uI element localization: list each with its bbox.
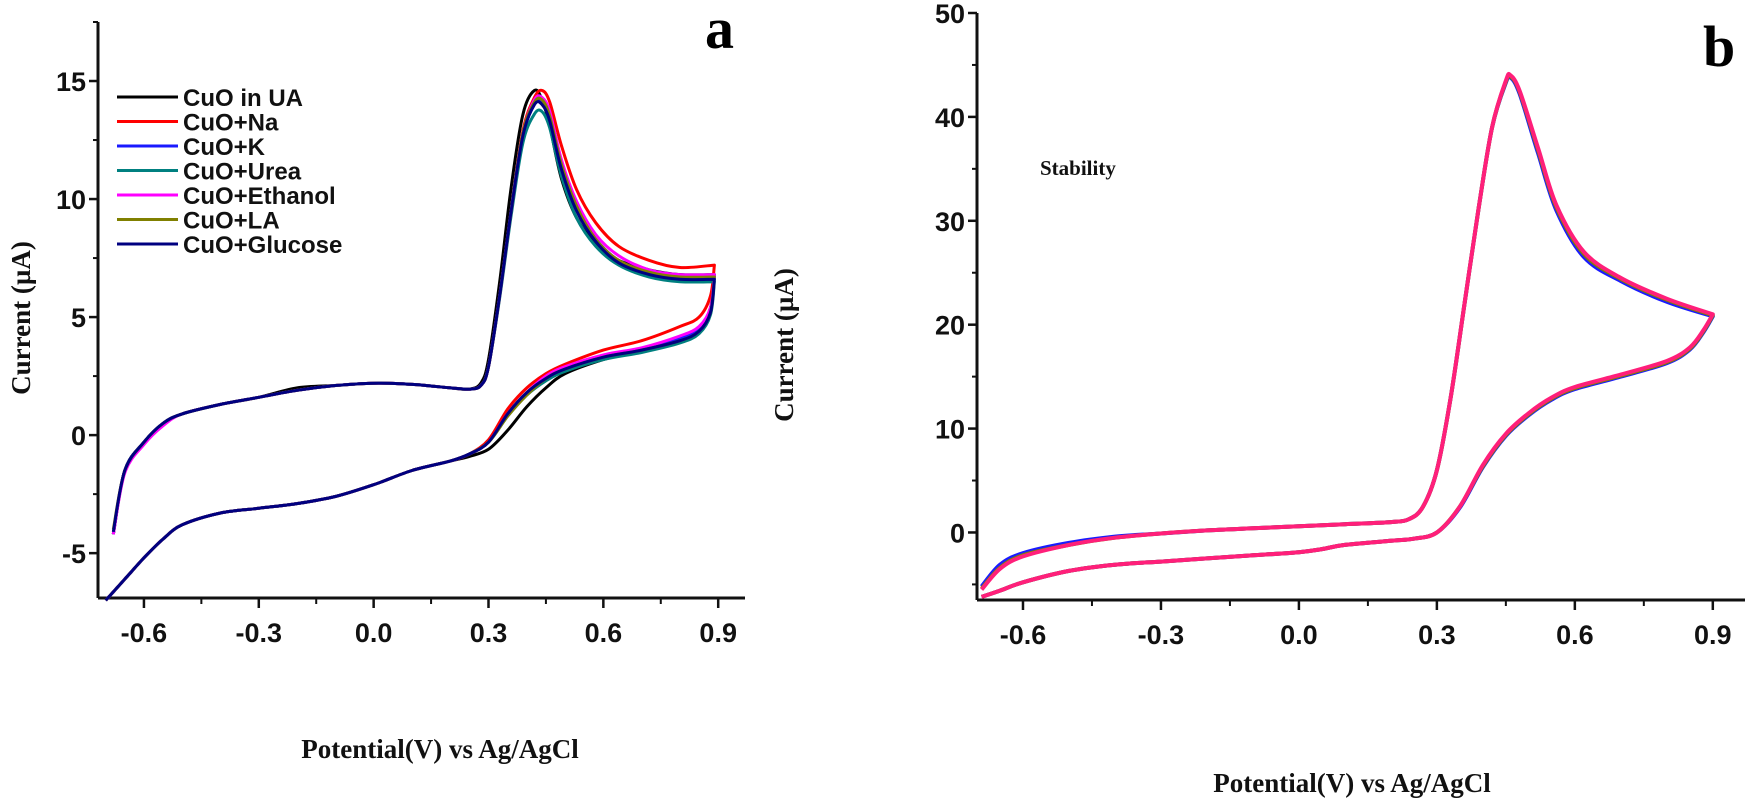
series-line-cycle-3 xyxy=(980,71,1715,599)
legend-item: CuO+Glucose xyxy=(117,232,342,259)
panel-label-a: a xyxy=(705,0,734,61)
x-tick-label: -0.3 xyxy=(1138,620,1185,650)
series-line-cuo-glucose xyxy=(104,100,716,602)
legend-item: CuO in UA xyxy=(117,85,303,112)
x-tick-label: 0.9 xyxy=(699,618,737,648)
stability-annotation: Stability xyxy=(1040,156,1116,180)
x-tick-label: 0.3 xyxy=(470,618,508,648)
series-line-cycle-1 xyxy=(980,74,1715,599)
y-axis-label-a: Current (µA) xyxy=(6,241,36,395)
y-tick-label: 50 xyxy=(935,0,965,29)
legend-label: CuO+Urea xyxy=(183,159,302,186)
panel-a-chart: a Potential(V) vs Ag/AgCl Current (µA) -… xyxy=(6,0,745,764)
series-line-cycle-2 xyxy=(980,73,1715,599)
y-tick-label: 15 xyxy=(56,67,86,97)
y-tick-label: 5 xyxy=(71,303,86,333)
y-tick-label: 10 xyxy=(56,185,86,215)
legend-item: CuO+Urea xyxy=(117,159,302,186)
x-tick-label: 0.0 xyxy=(355,618,393,648)
y-tick-label: 10 xyxy=(935,415,965,445)
x-tick-label: 0.3 xyxy=(1418,620,1456,650)
x-tick-label: 0.9 xyxy=(1694,620,1732,650)
panel-b-chart: b Stability Potential(V) vs Ag/AgCl Curr… xyxy=(769,0,1745,798)
x-tick-label: 0.0 xyxy=(1280,620,1318,650)
legend-item: CuO+Ethanol xyxy=(117,183,336,210)
x-tick-label: -0.6 xyxy=(121,618,168,648)
y-tick-label: 0 xyxy=(950,518,965,548)
panel-label-b: b xyxy=(1703,14,1735,79)
legend-item: CuO+K xyxy=(117,134,266,161)
legend-item: CuO+Na xyxy=(117,110,279,137)
y-tick-label: -5 xyxy=(62,539,86,569)
legend-label: CuO+Na xyxy=(183,110,279,137)
legend-label: CuO+Ethanol xyxy=(183,183,336,210)
legend-label: CuO+K xyxy=(183,134,266,161)
y-tick-label: 20 xyxy=(935,311,965,341)
legend-label: CuO+LA xyxy=(183,208,280,235)
x-tick-label: -0.6 xyxy=(1000,620,1047,650)
legend-label: CuO in UA xyxy=(183,85,303,112)
x-axis-label-b: Potential(V) vs Ag/AgCl xyxy=(1213,768,1491,798)
y-tick-label: 40 xyxy=(935,103,965,133)
y-tick-label: 0 xyxy=(71,421,86,451)
x-axis-label-a: Potential(V) vs Ag/AgCl xyxy=(301,734,579,764)
legend-label: CuO+Glucose xyxy=(183,232,342,259)
x-tick-label: -0.3 xyxy=(236,618,283,648)
legend-item: CuO+LA xyxy=(117,208,280,235)
y-axis-label-b: Current (µA) xyxy=(769,268,799,422)
y-tick-label: 30 xyxy=(935,207,965,237)
x-tick-label: 0.6 xyxy=(1556,620,1594,650)
x-tick-label: 0.6 xyxy=(585,618,623,648)
